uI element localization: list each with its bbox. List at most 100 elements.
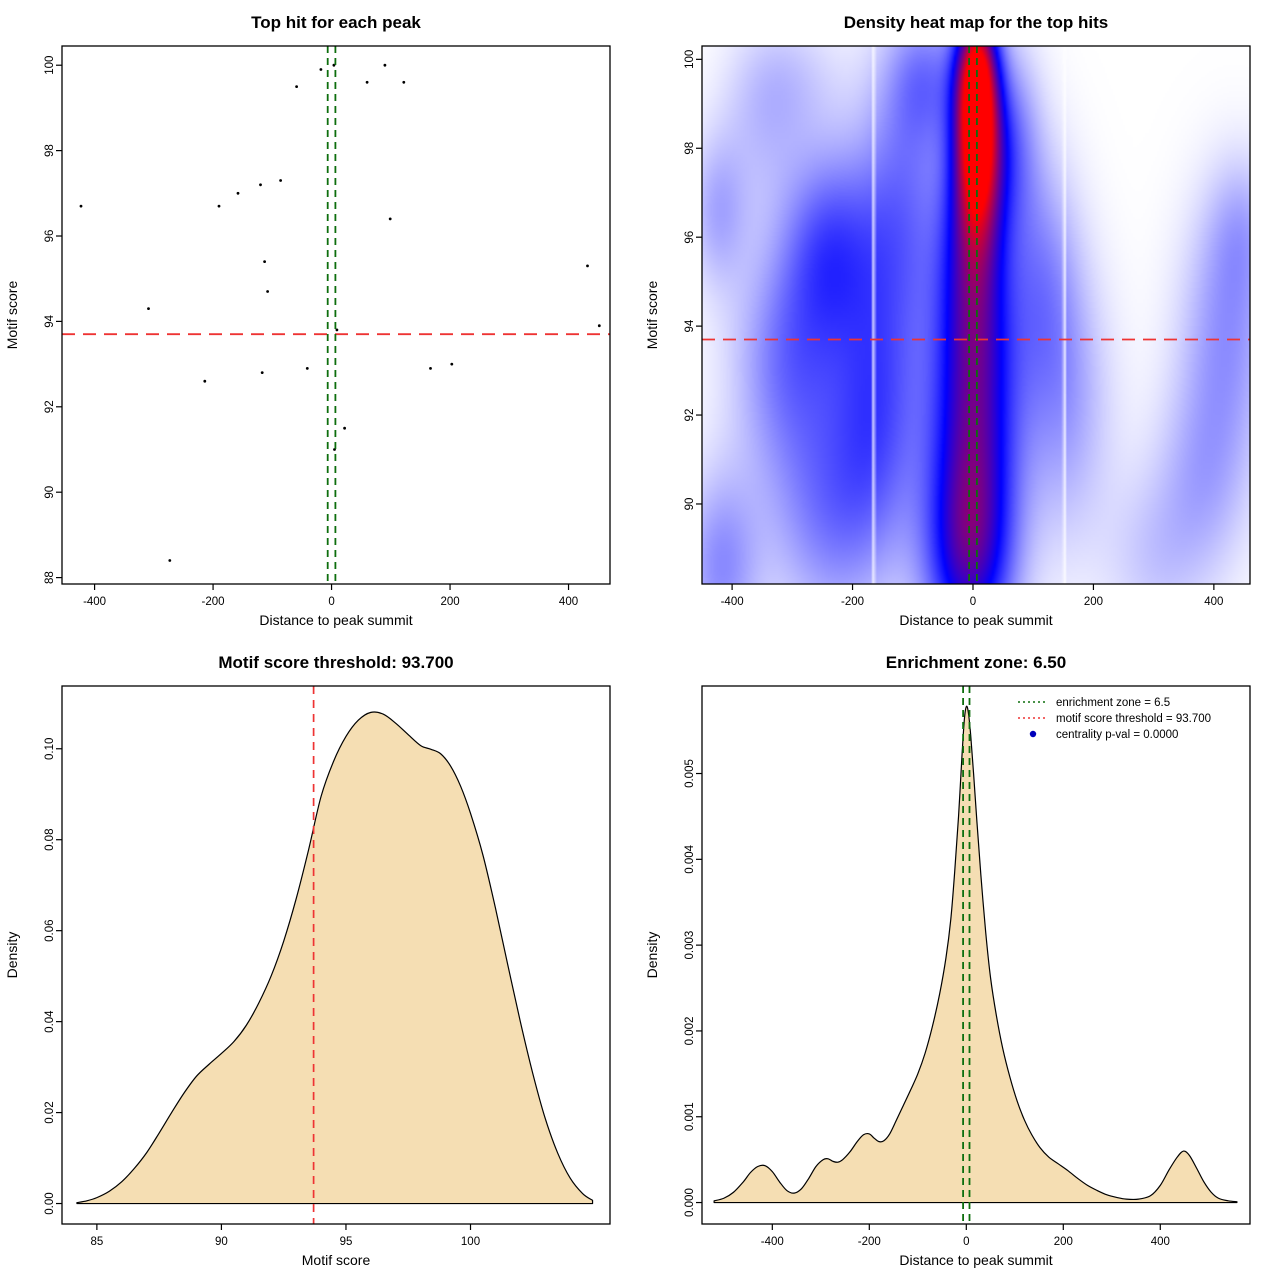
x-tick-label: -200: [202, 596, 225, 608]
legend-label: motif score threshold = 93.700: [1056, 713, 1211, 725]
x-axis-label: Distance to peak summit: [899, 1252, 1052, 1268]
y-tick-label: 0.08: [44, 829, 56, 851]
chart-title-score-density: Motif score threshold: 93.700: [218, 653, 454, 672]
y-tick-label: 0.001: [684, 1102, 696, 1131]
x-axis-label: Distance to peak summit: [259, 612, 412, 628]
x-tick-label: 400: [1151, 1236, 1170, 1248]
x-tick-label: -400: [761, 1236, 784, 1248]
score-density-plot-svg: 85 90 95 100 0.00 0.02 0.04 0.06 0.08 0.10 Motif s…: [4, 685, 611, 1268]
data-point: [305, 367, 309, 370]
x-tick-label: 400: [559, 596, 578, 608]
y-tick-label: 90: [44, 486, 56, 499]
y-axis-label: Density: [4, 932, 20, 979]
data-point: [365, 80, 369, 84]
data-point: [203, 379, 207, 383]
y-tick-label: 92: [44, 400, 56, 413]
data-point: [168, 559, 172, 562]
data-point: [259, 183, 262, 187]
legend-label: centrality p-val = 0.0000: [1056, 729, 1178, 741]
data-point: [383, 63, 387, 67]
x-tick-label: 0: [963, 1236, 969, 1248]
x-axis-label: Motif score: [302, 1252, 371, 1268]
data-point: [388, 217, 392, 221]
legend-key-point: [1029, 730, 1037, 738]
density-area: [76, 711, 594, 1205]
plot-box: [701, 685, 1251, 1225]
y-tick-label: 88: [44, 571, 56, 584]
panel-top-hit-scatter: Top hit for each peak -400 -200 0 200 400 88 9…: [0, 0, 640, 640]
data-point: [335, 328, 339, 332]
x-tick-label: 90: [215, 1236, 228, 1248]
x-tick-label: 200: [1054, 1236, 1073, 1248]
plot-box: [61, 685, 611, 1225]
data-point: [147, 307, 150, 310]
y-tick-label: 0.00: [44, 1192, 56, 1214]
data-point: [586, 264, 589, 268]
chart-title-enrichment-zone: Enrichment zone: 6.50: [885, 653, 1067, 672]
plot-content: [76, 686, 594, 1224]
data-point: [279, 179, 282, 182]
y-tick-label: 94: [684, 319, 696, 332]
x-tick-label: 0: [970, 596, 976, 608]
heatmap-plot-svg: -400 -200 0 200 400 90 92 94 96 98 100 Distance to …: [644, 45, 1251, 628]
y-axis-label: Motif score: [4, 281, 20, 350]
x-tick-label: -400: [721, 596, 744, 608]
data-point: [429, 367, 432, 370]
data-point: [266, 290, 269, 293]
panel-motif-score-density: Motif score threshold: 93.700 85 90 95 100 0…: [0, 640, 640, 1280]
y-tick-label: 0.002: [684, 1017, 696, 1046]
y-tick-label: 0.004: [684, 844, 696, 873]
y-tick-label: 96: [44, 230, 56, 243]
data-point: [450, 362, 454, 366]
x-tick-label: -400: [83, 596, 106, 608]
data-point: [263, 260, 266, 263]
x-tick-label: 0: [328, 596, 334, 608]
y-tick-label: 98: [44, 144, 56, 157]
density-area: [713, 705, 1238, 1204]
y-tick-label: 0.005: [684, 759, 696, 788]
plot-content: [713, 686, 1238, 1224]
distance-density-plot-svg: -400 -200 0 200 400 0.000 0.001 0.002 0.003 0.004…: [644, 685, 1251, 1268]
chart-title-scatter: Top hit for each peak: [251, 13, 421, 32]
x-tick-label: -200: [858, 1236, 881, 1248]
panel-density-heatmap: Density heat map for the top hits -400 -2…: [640, 0, 1280, 640]
y-tick-label: 96: [684, 231, 696, 244]
y-tick-label: 94: [44, 314, 56, 327]
data-point: [236, 191, 240, 195]
x-tick-label: -200: [841, 596, 864, 608]
y-tick-label: 100: [684, 50, 696, 69]
x-tick-label: 200: [1084, 596, 1103, 608]
data-point: [319, 68, 323, 71]
data-point: [597, 324, 601, 328]
y-axis-label: Motif score: [644, 281, 660, 350]
y-tick-label: 100: [44, 56, 56, 75]
scatter-plot-svg: -400 -200 0 200 400 88 90 92 94 96 98 100 Distance t…: [4, 45, 611, 628]
chart-title-heatmap: Density heat map for the top hits: [843, 13, 1109, 32]
y-tick-label: 0.10: [44, 738, 56, 760]
data-point: [343, 426, 346, 430]
data-point: [79, 204, 83, 208]
plot-box: [701, 45, 1251, 585]
x-tick-label: 85: [90, 1236, 103, 1248]
y-tick-label: 0.000: [684, 1188, 696, 1217]
data-point: [295, 85, 298, 88]
panel-enrichment-zone-density: Enrichment zone: 6.50 -400 -200 0 200 400 0.0…: [640, 640, 1280, 1280]
y-tick-label: 0.003: [684, 931, 696, 960]
y-tick-label: 0.04: [44, 1010, 56, 1033]
data-point: [402, 80, 406, 84]
y-tick-label: 0.06: [44, 919, 56, 941]
data-point: [217, 204, 221, 208]
y-tick-label: 98: [684, 142, 696, 155]
data-point: [260, 371, 264, 374]
x-tick-label: 400: [1204, 596, 1223, 608]
x-axis-label: Distance to peak summit: [899, 612, 1052, 628]
plot-content: [62, 46, 610, 584]
plot-box: [61, 45, 611, 585]
x-tick-label: 200: [440, 596, 459, 608]
x-tick-label: 95: [340, 1236, 353, 1248]
y-tick-label: 92: [684, 409, 696, 422]
y-tick-label: 90: [684, 498, 696, 511]
legend-label: enrichment zone = 6.5: [1056, 697, 1170, 709]
x-tick-label: 100: [461, 1236, 480, 1248]
